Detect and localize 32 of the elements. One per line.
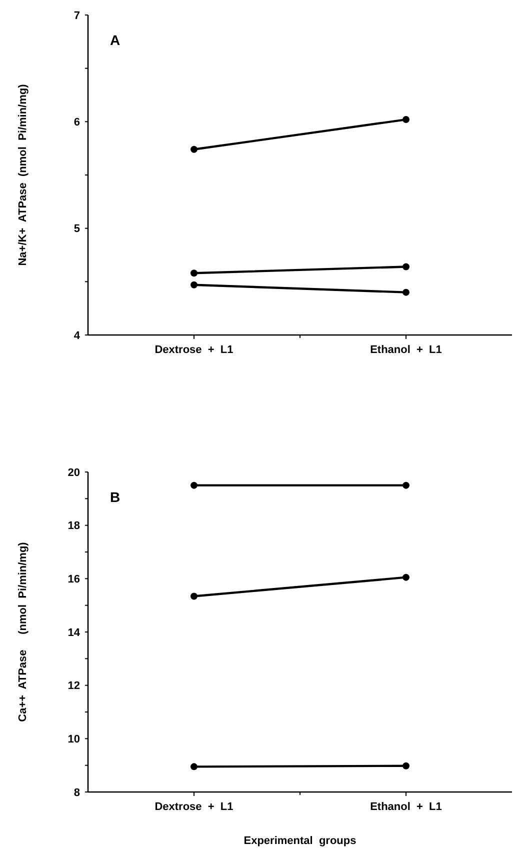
y-tick-label: 4 (74, 330, 81, 342)
y-axis-title: Na+/K+ ATPase (nmol Pi/min/mg) (17, 84, 29, 266)
x-tick-label: Ethanol + L1 (370, 801, 442, 813)
point (190, 270, 198, 277)
point (402, 288, 410, 296)
point (190, 482, 198, 489)
x-tick-label: Dextrose + L1 (154, 344, 234, 356)
y-tick-label: 7 (74, 10, 80, 22)
annotation: B (110, 489, 120, 505)
x-tick-label: Ethanol + L1 (370, 344, 442, 356)
y-tick-label: 14 (68, 626, 81, 639)
point (190, 592, 198, 600)
y-tick-label: 5 (74, 223, 80, 236)
y-axis-title: Ca++ ATPase (nmol Pi/min/mg) (17, 542, 29, 722)
x-axis-title: Experimental groups (244, 835, 356, 847)
y-tick-label: 20 (68, 466, 80, 479)
y-tick-label: 6 (74, 116, 80, 129)
annotation: A (110, 32, 120, 48)
y-tick-label: 12 (68, 680, 80, 692)
point (190, 763, 198, 770)
y-tick-label: 18 (68, 520, 80, 532)
point (402, 574, 410, 581)
point (402, 263, 410, 270)
point (402, 482, 410, 489)
point (402, 762, 410, 770)
point (190, 281, 198, 288)
point (402, 116, 410, 124)
y-tick-label: 8 (74, 786, 80, 799)
x-tick-label: Dextrose + L1 (154, 801, 234, 813)
y-tick-label: 16 (68, 574, 80, 586)
y-tick-label: 10 (68, 734, 80, 746)
point (190, 146, 198, 153)
